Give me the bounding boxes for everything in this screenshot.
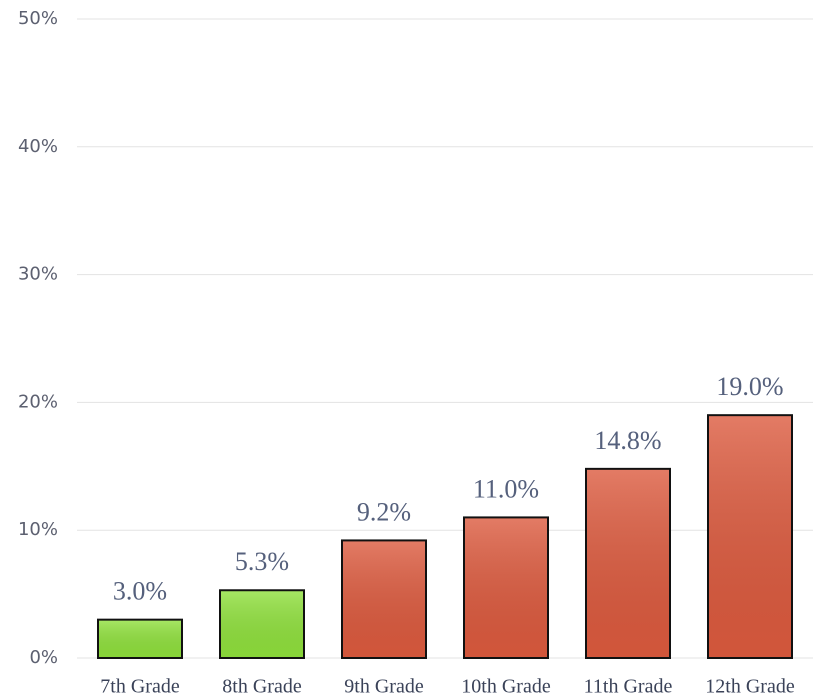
value-label: 3.0% [113,577,167,606]
value-label: 9.2% [357,497,411,526]
value-label: 19.0% [716,372,783,401]
y-tick-label: 50% [18,8,58,29]
bar-shine [709,416,791,657]
y-tick-label: 20% [18,391,58,412]
x-tick-label: 9th Grade [344,676,424,698]
x-tick-label: 11th Grade [584,676,673,698]
value-label: 5.3% [235,547,289,576]
bar-shine [99,620,181,657]
value-label: 14.8% [594,426,661,455]
y-tick-label: 0% [29,647,58,668]
bar-shine [587,469,669,657]
y-tick-label: 30% [18,264,58,285]
bar-shine [343,541,425,657]
y-tick-label: 10% [18,519,58,540]
x-tick-label: 8th Grade [222,676,302,698]
bar-shine [465,518,547,657]
x-tick-label: 10th Grade [461,676,551,698]
y-tick-label: 40% [18,136,58,157]
x-tick-label: 12th Grade [705,676,795,698]
value-label: 11.0% [473,474,539,503]
bar-shine [221,591,303,657]
x-tick-label: 7th Grade [100,676,180,698]
